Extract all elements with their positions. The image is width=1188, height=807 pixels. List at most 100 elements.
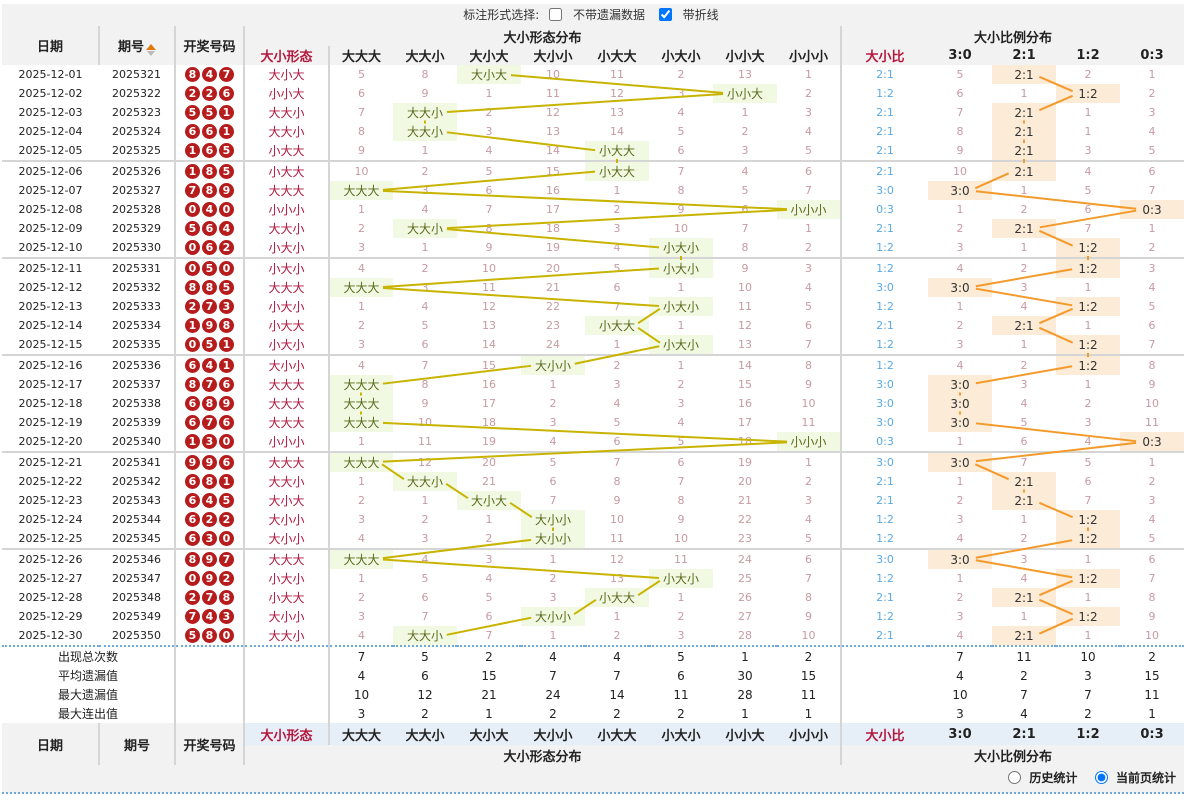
ball: 9 [202, 552, 217, 567]
shape-miss-cell: 4 [485, 144, 493, 157]
stats-shape-value: 2 [549, 706, 557, 721]
ball: 6 [185, 512, 200, 527]
shape-miss-cell: 24 [713, 548, 777, 569]
ratio-cell: 3:0 [840, 413, 928, 432]
stats-empty [840, 666, 928, 685]
stats-empty [244, 645, 330, 666]
shape-miss-cell: 3 [421, 281, 429, 294]
shape-hit-cell: 大大大 [329, 181, 393, 200]
ball: 0 [219, 628, 234, 643]
ratio-cell: 1:2 [840, 238, 928, 258]
ratio-miss-cell: 1 [1084, 106, 1092, 119]
ball: 5 [219, 164, 234, 179]
stats-ratio-value: 10 [1056, 645, 1120, 666]
date-cell: 2025-12-18 [18, 397, 83, 410]
ratio-miss-cell: 4 [928, 354, 992, 375]
issue-cell: 2025334 [112, 319, 161, 332]
ratio-group-header: 大小比例分布 [841, 26, 1185, 46]
issue-header[interactable]: 期号 [99, 26, 176, 65]
shape-miss-cell: 18 [546, 222, 560, 235]
shape-cell: 小小小 [244, 432, 330, 452]
shape-cell: 大大大 [244, 548, 330, 569]
shape-miss-cell: 10 [801, 397, 816, 410]
shape-miss-cell: 15 [457, 354, 521, 375]
table-row: 2025-12-13 2025333 2 7 3 小大小 1 4 12 22 7 小大小 11 5 1:2 1… [2, 297, 1184, 316]
stats-shape-value: 21 [481, 687, 497, 702]
no-miss-data-checkbox[interactable] [549, 8, 563, 21]
ratio-cell: 2:1 [840, 472, 928, 491]
shape-miss-cell: 6 [741, 203, 749, 216]
ratio-cell: 0:3 [840, 432, 928, 452]
ball: 2 [185, 86, 200, 101]
date-cell: 2025-12-27 [18, 572, 83, 585]
shape-miss-cell: 2 [393, 160, 457, 181]
ball: 8 [202, 280, 217, 295]
shape-miss-cell: 3 [549, 591, 557, 604]
shape-miss-cell: 2 [549, 397, 557, 410]
history-stats-label[interactable]: 历史统计 [1029, 771, 1078, 785]
shape-miss-cell: 3 [358, 513, 365, 526]
ball: 3 [202, 531, 217, 546]
ball: 1 [219, 474, 234, 489]
shape-cell: 小大小 [244, 257, 330, 278]
no-miss-data-label[interactable]: 不带遗漏数据 [573, 8, 646, 22]
issue-cell: 2025322 [112, 87, 161, 100]
shape-miss-cell: 2 [677, 68, 685, 81]
shape-miss-cell: 19 [713, 451, 777, 472]
ratio-hit-cell: 3:0 [928, 375, 992, 394]
ratio-miss-cell: 1 [1056, 548, 1120, 569]
shape-hit-cell: 大大小 [393, 472, 457, 491]
stats-shape-value: 24 [545, 687, 561, 702]
ratio-miss-cell: 6 [1084, 475, 1092, 488]
shape-cell: 大大小 [244, 219, 330, 238]
stats-ratio-value: 7 [1020, 687, 1028, 702]
issue-cell: 2025346 [99, 548, 175, 569]
shape-miss-cell: 4 [549, 435, 557, 448]
stats-label: 平均遗漏值 [57, 669, 118, 683]
stats-mode-bar: 历史统计 当前页统计 [2, 765, 1184, 794]
ball: 2 [185, 590, 200, 605]
shape-cell: 大大大 [244, 181, 330, 200]
stats-empty [840, 645, 928, 666]
ratio-miss-cell: 10 [928, 160, 992, 181]
ball: 6 [202, 221, 217, 236]
current-page-stats-label[interactable]: 当前页统计 [1115, 771, 1176, 785]
ratio-miss-cell: 2 [1148, 87, 1156, 100]
date-cell: 2025-12-12 [18, 281, 83, 294]
shape-miss-cell: 7 [805, 184, 812, 197]
shape-miss-cell: 1 [805, 222, 812, 235]
stats-shape-value: 10 [353, 687, 370, 702]
history-stats-radio[interactable] [1008, 771, 1022, 784]
shape-miss-cell: 9 [677, 203, 685, 216]
shape-miss-cell: 22 [546, 300, 560, 313]
ratio-miss-cell: 3 [956, 513, 964, 526]
date-cell: 2025-12-05 [18, 144, 83, 157]
ratio-cell: 1:2 [840, 297, 928, 316]
ratio-miss-cell: 4 [928, 257, 992, 278]
ball: 6 [185, 124, 200, 139]
ball: 0 [185, 240, 200, 255]
ball: 8 [185, 377, 200, 392]
shape-miss-cell: 1 [549, 629, 557, 642]
with-line-checkbox[interactable] [658, 8, 672, 21]
shape-miss-cell: 1 [613, 338, 621, 351]
ball: 1 [185, 164, 200, 179]
stats-shape-value: 7 [329, 645, 393, 666]
ratio-cell: 2:1 [840, 491, 928, 510]
ball: 7 [185, 183, 200, 198]
current-page-stats-radio[interactable] [1095, 771, 1109, 784]
issue-cell: 2025329 [112, 222, 161, 235]
ratio-cell: 1:2 [840, 335, 928, 355]
table-row: 2025-12-01 2025321 8 4 7 大小大 5 8 大小大 10 11 2 13 1 2:1 5… [2, 65, 1184, 84]
with-line-label[interactable]: 带折线 [682, 8, 719, 22]
shape-hit-cell: 大大大 [329, 375, 393, 394]
shape-hit-cell: 大小大 [457, 491, 521, 510]
shape-hit-cell: 小小小 [777, 200, 841, 219]
shape-hit-cell: 大大大 [329, 394, 393, 413]
stats-shape-value: 4 [585, 645, 649, 666]
stats-shape-value: 5 [649, 645, 713, 666]
sort-icon[interactable] [146, 44, 156, 56]
ratio-hit-cell: 3:0 [928, 394, 992, 413]
table-row: 2025-12-22 2025342 6 8 1 大大小 1 大大小 21 6 8 7 20 2 2:1 1 2… [2, 472, 1184, 491]
ball: 5 [219, 493, 234, 508]
